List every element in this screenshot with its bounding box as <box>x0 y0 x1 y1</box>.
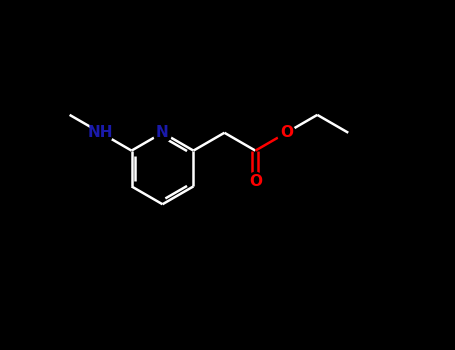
Text: N: N <box>156 125 169 140</box>
Text: NH: NH <box>88 125 113 140</box>
Text: O: O <box>280 125 293 140</box>
Text: O: O <box>249 174 262 189</box>
